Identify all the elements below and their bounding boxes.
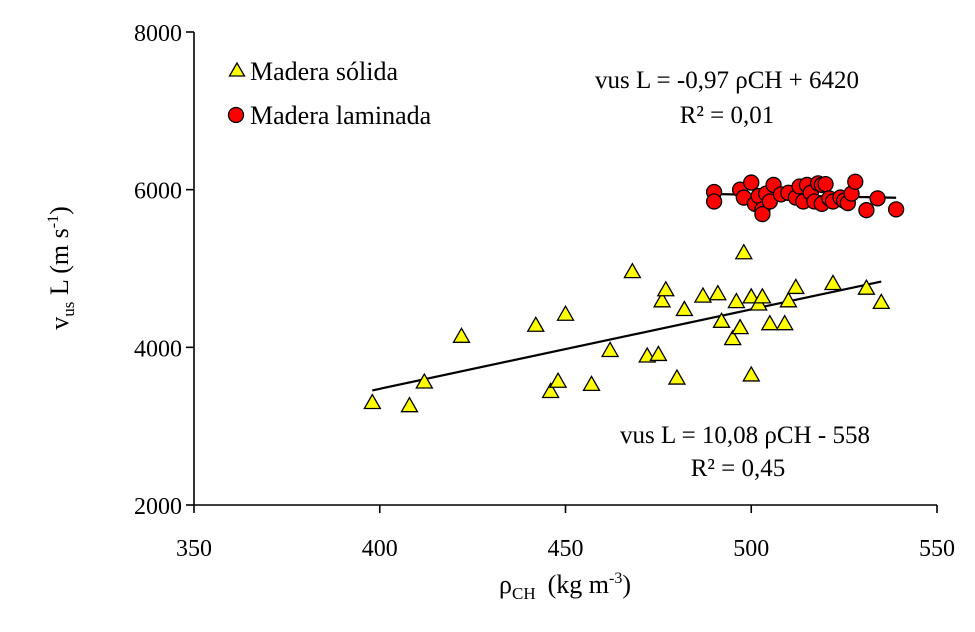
solid-wood-point bbox=[363, 393, 382, 410]
y-label-main: v bbox=[45, 317, 74, 330]
solid-wood-point bbox=[667, 368, 687, 385]
y-tick-label: 4000 bbox=[134, 336, 182, 362]
y-tick-label: 2000 bbox=[134, 494, 182, 520]
x-axis-label: ρCH (kg m-3) bbox=[499, 570, 631, 603]
x-label-main: ρ bbox=[499, 570, 512, 599]
legend-label-solid: Madera sólida bbox=[250, 57, 398, 86]
solid-wood-point bbox=[582, 375, 601, 392]
legend-label-laminated: Madera laminada bbox=[250, 101, 432, 130]
legend-triangle-marker bbox=[228, 61, 246, 77]
trend-lines bbox=[372, 192, 897, 392]
solid-wood-point bbox=[452, 326, 471, 343]
y-label-mid: L (m s bbox=[45, 228, 74, 301]
solid-wood-point bbox=[400, 396, 419, 413]
y-axis-label: vus L (m s-1) bbox=[45, 206, 78, 330]
y-label-sup: -1 bbox=[45, 215, 62, 228]
laminated-wood-point bbox=[705, 193, 723, 210]
x-tick-label: 500 bbox=[733, 536, 769, 562]
x-label-units: (kg m bbox=[548, 570, 609, 599]
solid-wood-point bbox=[723, 329, 742, 346]
solid-wood-point bbox=[556, 304, 575, 321]
laminated-r2: R² = 0,01 bbox=[680, 102, 775, 129]
laminated-wood-point bbox=[817, 175, 834, 193]
solid-wood-point bbox=[526, 315, 545, 332]
solid-wood-point bbox=[693, 286, 713, 303]
x-tick-label: 450 bbox=[548, 536, 584, 562]
solid-wood-point bbox=[734, 243, 753, 260]
solid-wood-point bbox=[712, 312, 731, 328]
solid-r2: R² = 0,45 bbox=[691, 455, 786, 482]
solid-wood-point bbox=[675, 300, 694, 317]
solid-wood-point bbox=[600, 341, 620, 358]
solid-wood-point bbox=[742, 287, 761, 304]
solid-wood-point bbox=[775, 314, 794, 331]
legend: Madera sólida Madera laminada bbox=[227, 57, 432, 130]
x-label-units-end: ) bbox=[622, 570, 631, 599]
solid-wood-point bbox=[857, 278, 876, 295]
solid-wood-point bbox=[760, 314, 779, 331]
laminated-wood-point bbox=[743, 174, 760, 191]
y-label-end: ) bbox=[45, 206, 74, 215]
solid-wood-point bbox=[656, 280, 675, 297]
y-tick-label: 6000 bbox=[134, 179, 182, 205]
solid-wood-point bbox=[823, 274, 843, 291]
solid-wood-point bbox=[548, 371, 568, 388]
solid-wood-point bbox=[786, 278, 805, 295]
solid-equation: vus L = 10,08 ρCH - 558 bbox=[620, 422, 870, 449]
solid-trend-line bbox=[372, 280, 882, 392]
y-tick-label: 8000 bbox=[134, 21, 182, 47]
x-label-units-sup: -3 bbox=[609, 570, 622, 587]
solid-wood-point bbox=[708, 284, 727, 301]
solid-wood-point bbox=[779, 291, 798, 308]
laminated-wood-point bbox=[858, 202, 875, 219]
solid-wood-point bbox=[742, 365, 761, 382]
x-tick-label: 550 bbox=[919, 536, 955, 562]
solid-wood-point bbox=[872, 293, 891, 310]
laminated-wood-point bbox=[847, 173, 864, 190]
laminated-wood-point bbox=[754, 205, 771, 223]
x-tick-label: 400 bbox=[362, 536, 398, 562]
solid-wood-point bbox=[753, 287, 772, 304]
laminated-wood-point bbox=[887, 201, 905, 218]
solid-wood-point bbox=[727, 292, 746, 309]
solid-wood-point bbox=[730, 318, 750, 335]
solid-wood-point bbox=[541, 382, 560, 399]
axis-ticks: 350 400 450 500 550 2000 4000 6000 8000 bbox=[134, 21, 955, 562]
y-label-sub: us bbox=[59, 302, 78, 317]
solid-wood-point bbox=[649, 345, 668, 362]
solid-wood-point bbox=[623, 262, 642, 279]
x-tick-label: 350 bbox=[176, 536, 212, 562]
laminated-wood-point bbox=[869, 190, 886, 207]
solid-wood-point bbox=[652, 291, 672, 308]
data-markers bbox=[363, 173, 905, 413]
legend-circle-marker bbox=[227, 106, 245, 124]
laminated-equation: vus L = -0,97 ρCH + 6420 bbox=[595, 67, 859, 94]
x-label-sub: CH bbox=[512, 584, 536, 603]
solid-wood-point bbox=[415, 372, 434, 389]
